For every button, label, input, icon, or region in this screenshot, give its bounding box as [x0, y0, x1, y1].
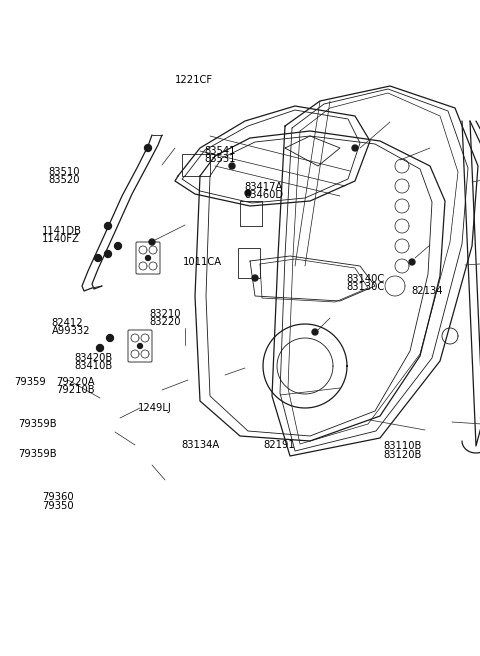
Text: 83120B: 83120B — [383, 449, 421, 460]
Text: 82412: 82412 — [52, 318, 84, 328]
Polygon shape — [149, 239, 155, 245]
Polygon shape — [95, 255, 101, 262]
Polygon shape — [352, 145, 358, 151]
Text: 83140C: 83140C — [347, 274, 385, 284]
Text: 1249LJ: 1249LJ — [138, 403, 172, 413]
Text: 79359B: 79359B — [18, 449, 57, 459]
Text: 83520: 83520 — [48, 175, 80, 186]
Polygon shape — [115, 243, 121, 249]
Text: 79210B: 79210B — [57, 385, 95, 396]
Text: 82191: 82191 — [263, 440, 295, 450]
Polygon shape — [229, 163, 235, 169]
Text: 83531: 83531 — [204, 154, 236, 165]
Polygon shape — [145, 255, 151, 260]
Text: 83210: 83210 — [150, 308, 181, 319]
Polygon shape — [312, 329, 318, 335]
Text: 1011CA: 1011CA — [182, 257, 222, 268]
Text: 79360: 79360 — [42, 492, 74, 502]
Text: 79350: 79350 — [42, 501, 74, 511]
Text: 83460D: 83460D — [245, 190, 284, 201]
Text: 83220: 83220 — [150, 317, 181, 327]
Polygon shape — [105, 251, 111, 258]
Text: 79359B: 79359B — [18, 419, 57, 430]
Polygon shape — [252, 275, 258, 281]
Text: 79359: 79359 — [14, 377, 46, 387]
Text: 83410B: 83410B — [74, 361, 113, 371]
Bar — [238, 248, 260, 278]
Text: A99332: A99332 — [52, 326, 90, 337]
Text: 83417A: 83417A — [245, 182, 283, 192]
Text: 82134: 82134 — [412, 286, 444, 297]
Polygon shape — [105, 222, 111, 230]
Text: 83510: 83510 — [48, 167, 80, 177]
Polygon shape — [138, 344, 143, 348]
Polygon shape — [245, 190, 251, 196]
Polygon shape — [409, 259, 415, 265]
Text: 79220A: 79220A — [57, 377, 95, 387]
Text: 83130C: 83130C — [347, 282, 385, 293]
Text: 1140FZ: 1140FZ — [42, 234, 80, 245]
Text: 83420B: 83420B — [74, 352, 113, 363]
Polygon shape — [96, 344, 104, 352]
Text: 1141DB: 1141DB — [42, 226, 82, 236]
Text: 83134A: 83134A — [181, 440, 220, 450]
Polygon shape — [144, 144, 152, 152]
Text: 83541: 83541 — [204, 146, 236, 156]
Bar — [182, 154, 210, 176]
Text: 83110B: 83110B — [383, 441, 421, 451]
Text: 1221CF: 1221CF — [175, 75, 213, 85]
Polygon shape — [107, 335, 113, 342]
